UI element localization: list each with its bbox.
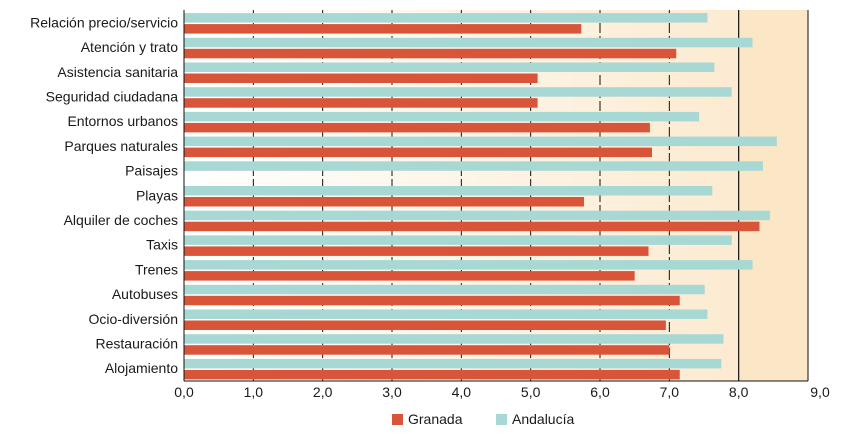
bar-andalucia-alojamiento — [184, 358, 722, 369]
bar-andalucia-atencion-y-trato — [184, 37, 753, 48]
bar-andalucia-autobuses — [184, 284, 705, 295]
category-label-asistencia-sanitaria: Asistencia sanitaria — [57, 64, 178, 80]
category-label-alojamiento: Alojamiento — [105, 360, 178, 376]
x-tick-label-4: 4,0 — [452, 384, 472, 400]
category-label-entornos-urbanos: Entornos urbanos — [67, 113, 178, 129]
axes — [183, 10, 809, 382]
category-label-playas: Playas — [136, 187, 178, 203]
bar-andalucia-paisajes — [184, 161, 763, 171]
category-label-taxis: Taxis — [146, 237, 178, 253]
x-tick-label-5: 5,0 — [521, 384, 541, 400]
bar-granada-alojamiento — [184, 369, 680, 380]
x-tick-label-1: 1,0 — [244, 384, 264, 400]
bar-andalucia-restauracion — [184, 334, 724, 344]
category-label-restauracion: Restauración — [96, 335, 179, 351]
bar-granada-asistencia-sanitaria — [184, 73, 538, 83]
bar-andalucia-playas — [184, 186, 713, 196]
x-tick-label-9: 9,0 — [810, 384, 830, 400]
category-label-alquiler-de-coches: Alquiler de coches — [64, 212, 178, 228]
bar-andalucia-entornos-urbanos — [184, 111, 700, 122]
bar-andalucia-seguridad-ciudadana — [184, 87, 732, 97]
bar-andalucia-parques-naturales — [184, 136, 777, 147]
x-tick-labels: 0,0 1,0 2,0 3,0 4,0 5,0 6,0 7,0 8,0 9,0 — [174, 384, 830, 400]
bar-granada-trenes — [184, 271, 635, 281]
legend-swatch-granada — [392, 414, 403, 425]
highlight-band — [738, 10, 808, 381]
bars — [184, 13, 777, 380]
category-label-paisajes: Paisajes — [125, 163, 178, 179]
category-labels: Relación precio/servicio Atención y trato… — [30, 14, 178, 376]
category-label-autobuses: Autobuses — [112, 286, 178, 302]
bar-granada-parques-naturales — [184, 147, 652, 158]
bar-andalucia-taxis — [184, 235, 732, 245]
bar-andalucia-relacion-precio-servicio — [184, 13, 708, 23]
category-label-parques-naturales: Parques naturales — [64, 138, 178, 154]
bar-granada-entornos-urbanos — [184, 122, 650, 133]
category-label-ocio-diversion: Ocio-diversión — [89, 311, 178, 327]
bar-granada-seguridad-ciudadana — [184, 98, 538, 108]
bar-andalucia-alquiler-de-coches — [184, 210, 770, 221]
bar-granada-alquiler-de-coches — [184, 221, 760, 232]
category-label-trenes: Trenes — [135, 261, 178, 277]
category-label-seguridad-ciudadana: Seguridad ciudadana — [46, 88, 179, 104]
legend-label-andalucia: Andalucía — [512, 411, 574, 427]
legend-label-granada: Granada — [408, 411, 463, 427]
bar-granada-relacion-precio-servicio — [184, 24, 582, 34]
bar-granada-playas — [184, 197, 585, 207]
bar-granada-autobuses — [184, 295, 680, 306]
x-tick-label-3: 3,0 — [382, 384, 402, 400]
bar-granada-taxis — [184, 246, 649, 256]
x-tick-label-8: 8,0 — [729, 384, 749, 400]
bar-granada-ocio-diversion — [184, 320, 666, 330]
x-tick-label-0: 0,0 — [174, 384, 194, 400]
bar-andalucia-asistencia-sanitaria — [184, 62, 715, 72]
legend-swatch-andalucia — [496, 414, 507, 425]
bar-andalucia-ocio-diversion — [184, 309, 708, 319]
bar-granada-atencion-y-trato — [184, 48, 677, 59]
bar-andalucia-trenes — [184, 260, 753, 270]
bar-granada-restauracion — [184, 345, 670, 355]
x-tick-label-2: 2,0 — [313, 384, 333, 400]
x-tick-label-7: 7,0 — [660, 384, 680, 400]
legend: Granada Andalucía — [392, 411, 574, 427]
category-label-atencion-y-trato: Atención y trato — [81, 39, 178, 55]
x-tick-label-6: 6,0 — [590, 384, 610, 400]
category-label-relacion-precio-servicio: Relación precio/servicio — [30, 14, 178, 30]
